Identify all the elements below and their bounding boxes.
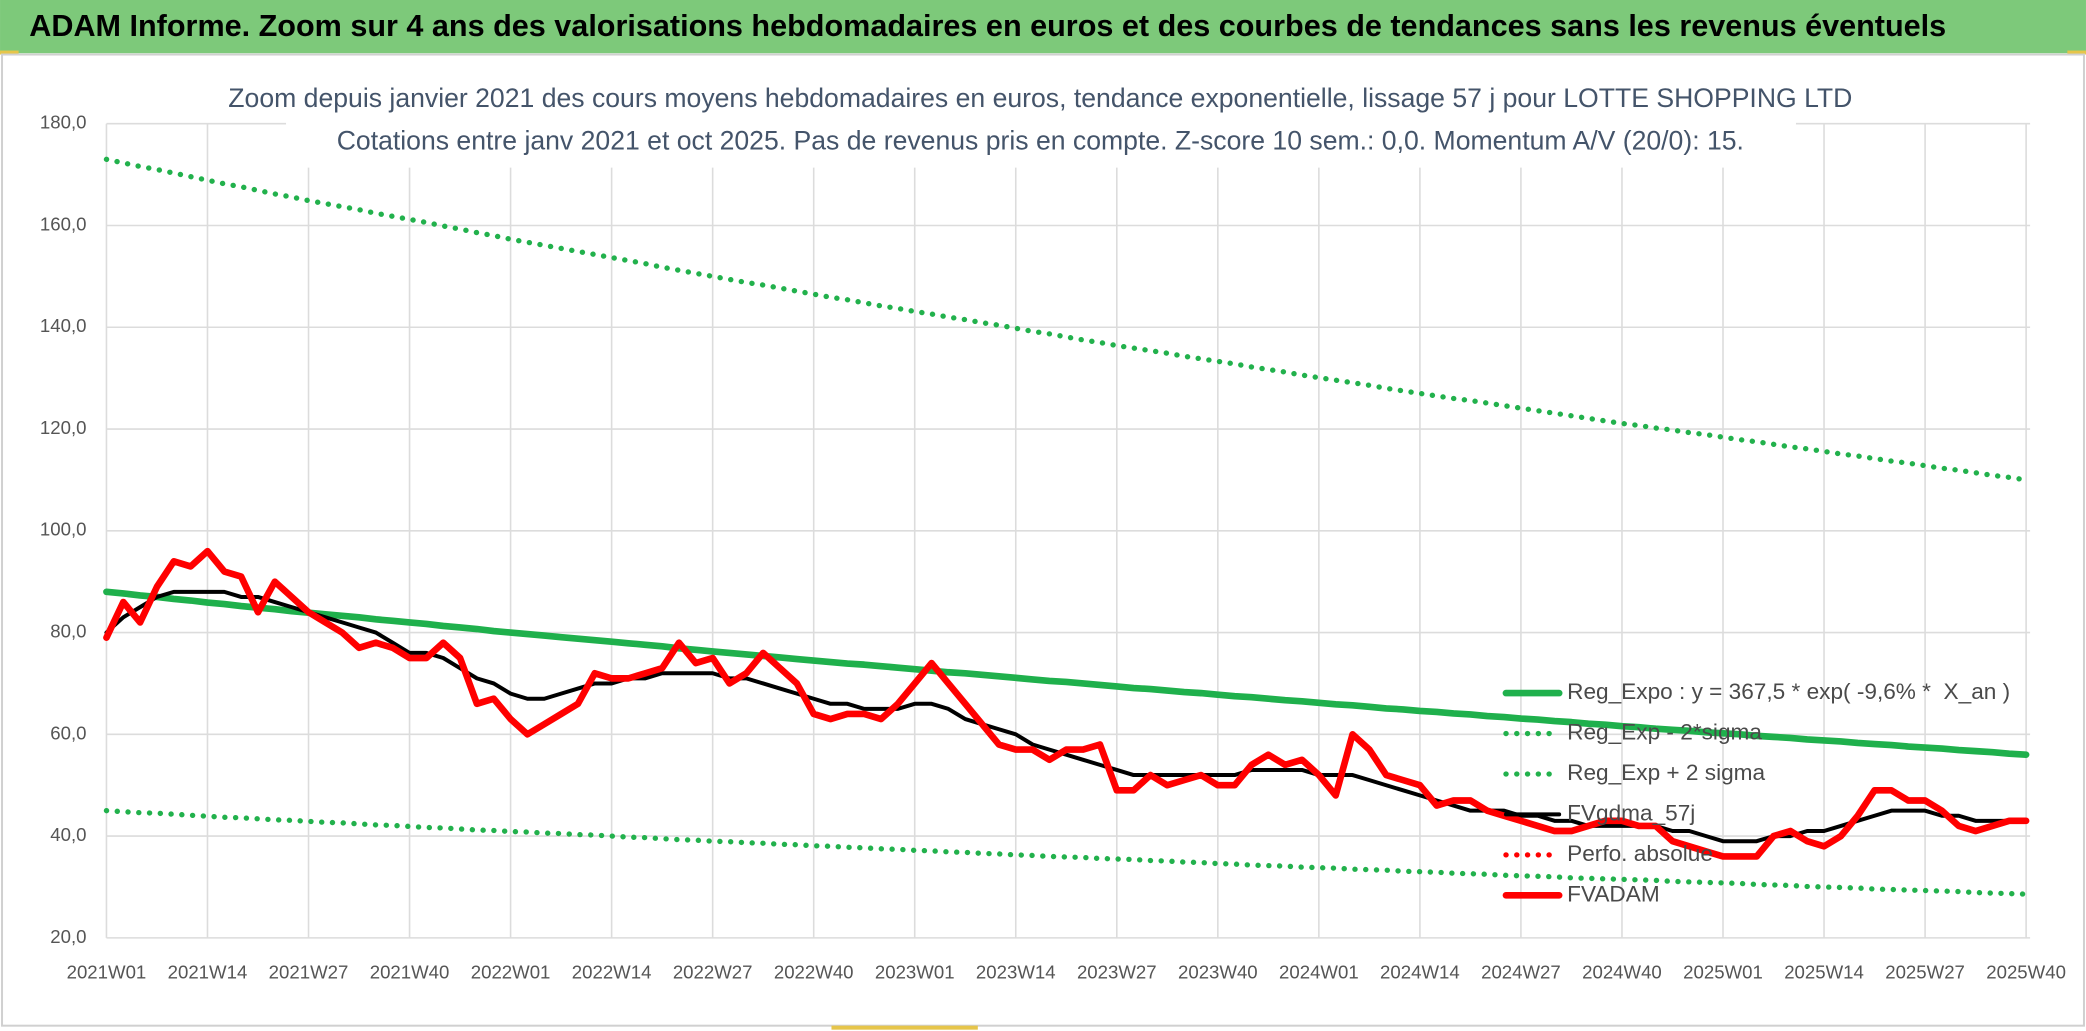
accent [2067,50,2086,55]
x-tick-label: 2021W40 [370,962,450,983]
x-tick-label: 2022W27 [673,962,753,983]
x-tick-label: 2021W27 [269,962,349,983]
subtitle: Cotations entre janv 2021 et oct 2025. P… [337,125,1744,155]
series-line [103,547,2030,860]
x-tick-label: 2022W14 [572,962,652,983]
plot: 20,0 40,0 60,0 80,0 100,0 120,0 140,0 160,0 180,… [40,112,2066,983]
legend-label: FVADAM [1567,881,1660,906]
plot-frame [1,53,2085,1027]
x-tick-label: 2025W14 [1784,962,1864,983]
legend-label: Reg_Exp + 2 sigma [1567,760,1765,785]
y-tick-label: 100,0 [40,519,87,540]
x-tick-label: 2023W40 [1178,962,1258,983]
x-tick-label: 2021W14 [168,962,248,983]
subtitle-box [286,77,1796,168]
x-tick-label: 2023W14 [976,962,1056,983]
x-tick-label: 2025W40 [1986,962,2066,983]
legend: Reg_Expo : y = 367,5 * exp( -9,6% * X_an… [1502,679,2010,906]
series-line [104,589,2029,844]
legend-label: Perfo. absolue [1567,841,1713,866]
y-tick-label: 120,0 [40,417,87,438]
series-line [103,588,2030,759]
x-tick-label: 2022W40 [774,962,854,983]
y-tick-label: 80,0 [50,620,86,641]
legend-label: Reg_Exp - 2*sigma [1567,720,1762,745]
accent [831,1025,978,1030]
x-tick-label: 2024W27 [1481,962,1561,983]
x-tick-label: 2024W14 [1380,962,1460,983]
x-tick-label: 2022W01 [471,962,551,983]
x-tick-label: 2024W01 [1279,962,1359,983]
y-tick-label: 40,0 [50,824,86,845]
y-tick-label: 140,0 [40,315,87,336]
x-tick-label: 2021W01 [67,962,147,983]
x-tick-label: 2023W01 [875,962,955,983]
y-tick-label: 180,0 [40,112,87,133]
subtitle: Zoom depuis janvier 2021 des cours moyen… [228,83,1852,113]
y-tick-label: 20,0 [50,926,86,947]
x-tick-label: 2024W40 [1582,962,1662,983]
accent [0,50,19,55]
series-line [103,808,2029,897]
x-tick-label: 2025W27 [1885,962,1965,983]
chart-title: ADAM Informe. Zoom sur 4 ans des valoris… [29,9,1946,43]
header-bar [0,0,2086,54]
y-tick-label: 60,0 [50,722,86,743]
y-tick-label: 160,0 [40,213,87,234]
grid [105,122,2031,939]
legend-label: Reg_Expo : y = 367,5 * exp( -9,6% * X_an… [1567,679,2010,704]
x-tick-label: 2023W27 [1077,962,1157,983]
legend-label: FVgdma_57j [1567,800,1695,825]
x-tick-label: 2025W01 [1683,962,1763,983]
